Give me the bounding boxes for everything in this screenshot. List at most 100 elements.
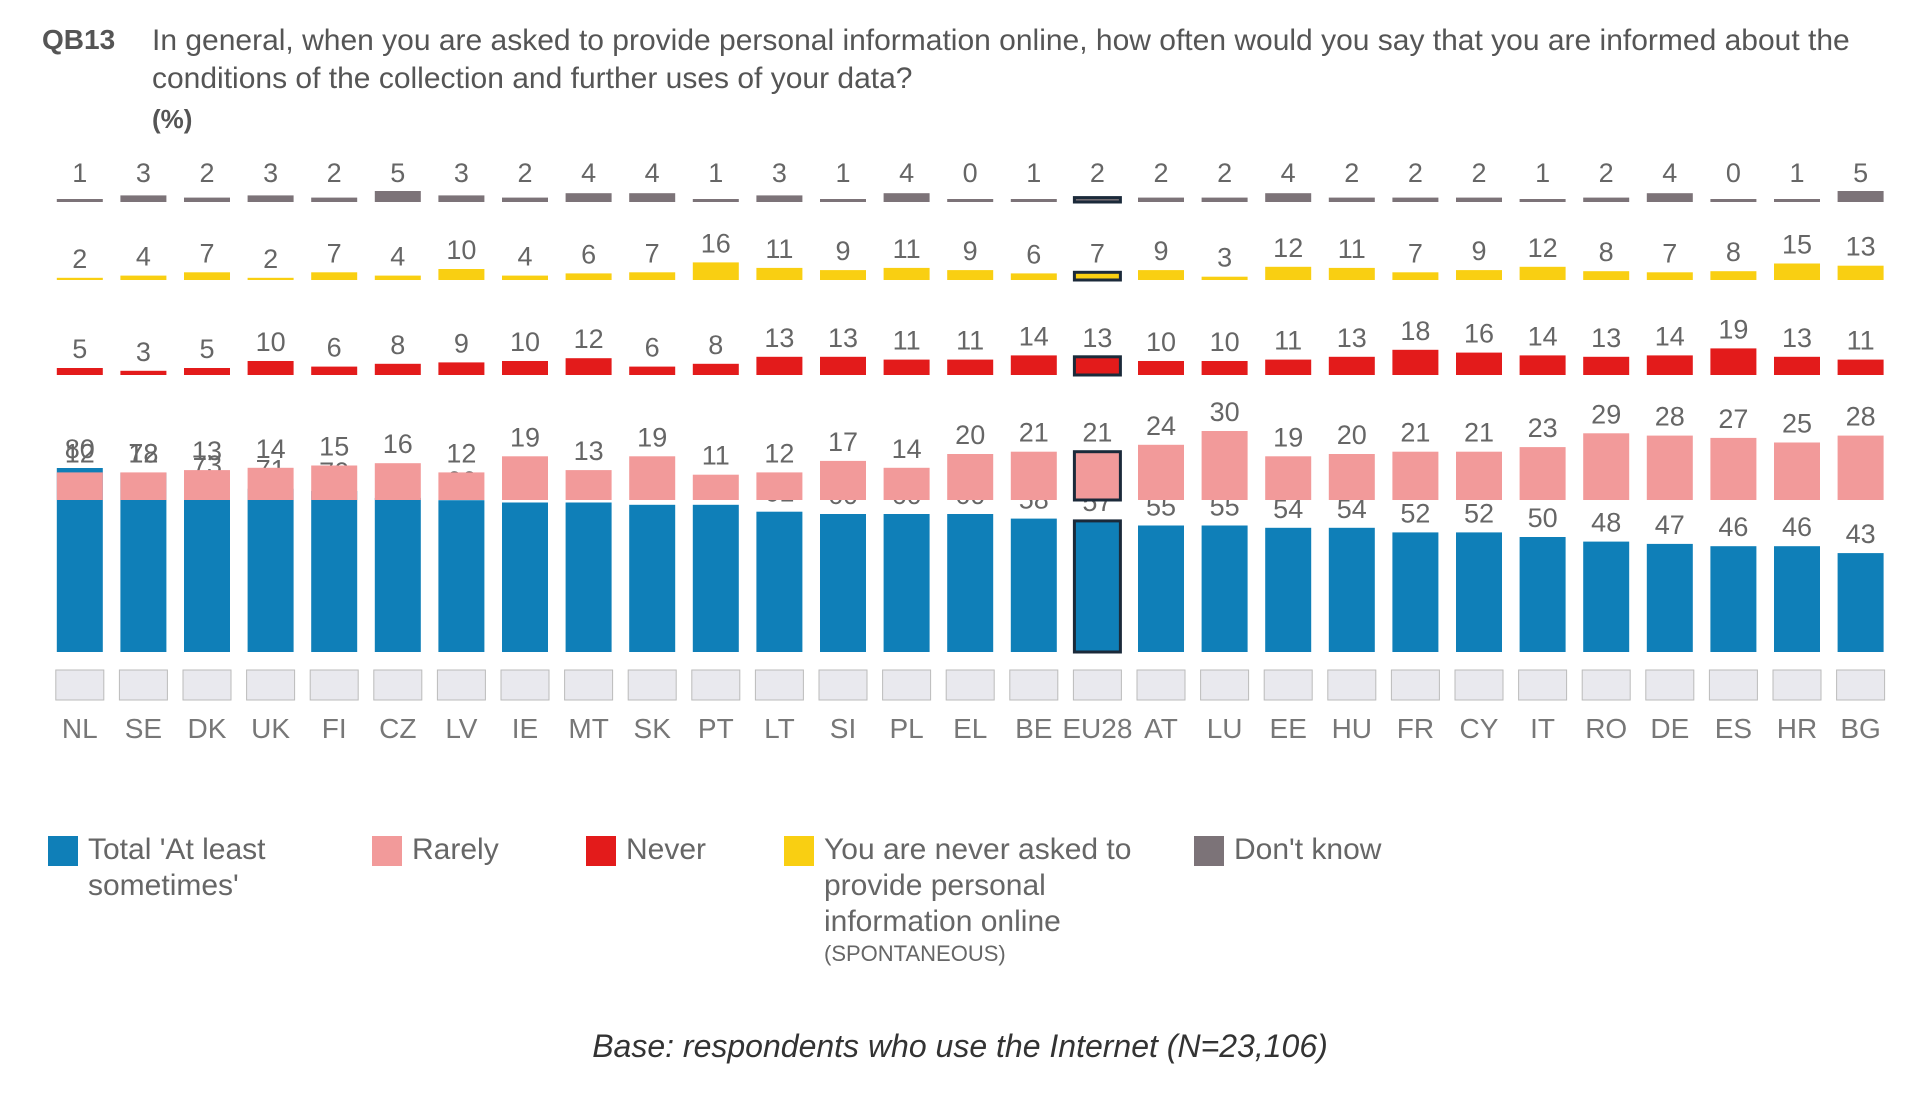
data-label-total-at-least-sometimes-hr: 46 bbox=[1782, 512, 1812, 542]
bar-total-at-least-sometimes-at bbox=[1138, 525, 1184, 652]
data-label-never-sk: 6 bbox=[645, 333, 660, 363]
tick-label-cy: CY bbox=[1460, 713, 1499, 744]
data-label-you-are-never-asked-to-provide-it: 12 bbox=[1528, 233, 1558, 263]
bar-total-at-least-sometimes-uk bbox=[247, 488, 294, 652]
bar-you-are-never-asked-to-provide-ro bbox=[1583, 271, 1630, 280]
bar-rarely-at bbox=[1138, 444, 1184, 500]
bar-rarely-sk bbox=[629, 456, 676, 500]
bar-total-at-least-sometimes-pl bbox=[883, 514, 930, 652]
bar-don-t-know-si bbox=[820, 199, 866, 202]
data-label-never-pt: 8 bbox=[708, 330, 723, 360]
flag-icon-uk bbox=[246, 669, 296, 701]
flag-icon-si bbox=[818, 669, 868, 701]
data-label-never-es: 19 bbox=[1718, 314, 1748, 344]
data-label-rarely-dk: 13 bbox=[192, 436, 222, 466]
bar-don-t-know-lt bbox=[756, 195, 803, 202]
flag-icon-pl bbox=[882, 669, 932, 701]
data-label-don-t-know-bg: 5 bbox=[1853, 158, 1868, 188]
data-label-never-nl: 5 bbox=[72, 334, 87, 364]
bar-rarely-ie bbox=[502, 456, 548, 500]
flag-icon-lu bbox=[1200, 669, 1250, 701]
data-label-never-it: 14 bbox=[1528, 321, 1558, 351]
bar-you-are-never-asked-to-provide-ee bbox=[1265, 266, 1312, 280]
tick-label-fi: FI bbox=[322, 713, 347, 744]
bar-total-at-least-sometimes-ie bbox=[502, 502, 548, 652]
bar-total-at-least-sometimes-hr bbox=[1774, 546, 1820, 652]
data-label-never-bg: 11 bbox=[1847, 326, 1875, 356]
data-label-you-are-never-asked-to-provide-be: 6 bbox=[1026, 239, 1041, 269]
flag-icon-nl bbox=[55, 669, 105, 701]
data-label-you-are-never-asked-to-provide-hu: 11 bbox=[1338, 234, 1366, 264]
data-label-don-t-know-se: 3 bbox=[136, 158, 151, 188]
data-label-you-are-never-asked-to-provide-fi: 7 bbox=[327, 238, 342, 268]
bar-you-are-never-asked-to-provide-fi bbox=[311, 272, 358, 280]
bar-total-at-least-sometimes-de bbox=[1646, 543, 1693, 652]
bar-rarely-hu bbox=[1328, 454, 1375, 500]
data-label-rarely-ie: 19 bbox=[510, 422, 540, 452]
tick-label-bg: BG bbox=[1840, 713, 1880, 744]
data-label-rarely-cy: 21 bbox=[1464, 418, 1494, 448]
flag-icon-ro bbox=[1581, 669, 1631, 701]
flag-icon-bg bbox=[1836, 669, 1886, 701]
data-label-rarely-fi: 15 bbox=[319, 432, 349, 462]
data-label-don-t-know-it: 1 bbox=[1535, 158, 1550, 188]
flag-icon-lv bbox=[436, 669, 486, 701]
bar-don-t-know-pl bbox=[883, 193, 930, 202]
bar-never-cy bbox=[1456, 352, 1502, 375]
data-label-never-ie: 10 bbox=[510, 327, 540, 357]
bar-you-are-never-asked-to-provide-cz bbox=[374, 275, 421, 280]
data-label-you-are-never-asked-to-provide-dk: 7 bbox=[199, 238, 214, 268]
bar-total-at-least-sometimes-lv bbox=[438, 500, 485, 652]
data-label-don-t-know-de: 4 bbox=[1662, 158, 1677, 188]
data-label-don-t-know-hr: 1 bbox=[1789, 158, 1804, 188]
flag-icon-ie bbox=[500, 669, 550, 701]
bar-total-at-least-sometimes-mt bbox=[565, 502, 612, 652]
data-label-you-are-never-asked-to-provide-cz: 4 bbox=[390, 242, 405, 272]
bar-total-at-least-sometimes-bg bbox=[1837, 553, 1884, 652]
data-label-you-are-never-asked-to-provide-fr: 7 bbox=[1408, 238, 1423, 268]
legend-item-dont-know: Don't know bbox=[1194, 832, 1381, 868]
bar-you-are-never-asked-to-provide-lt bbox=[756, 267, 803, 280]
bar-don-t-know-lv bbox=[438, 195, 485, 202]
bar-you-are-never-asked-to-provide-lu bbox=[1201, 276, 1248, 280]
bar-don-t-know-cz bbox=[374, 191, 421, 202]
flag-icon-cy bbox=[1454, 669, 1504, 701]
data-label-don-t-know-fi: 2 bbox=[327, 158, 342, 188]
flag-icon-fi bbox=[309, 669, 359, 701]
bar-total-at-least-sometimes-fr bbox=[1392, 532, 1439, 652]
tick-label-mt: MT bbox=[568, 713, 608, 744]
tick-label-lt: LT bbox=[764, 713, 795, 744]
data-label-you-are-never-asked-to-provide-el: 9 bbox=[963, 236, 978, 266]
flag-icon-at bbox=[1136, 669, 1186, 701]
data-label-total-at-least-sometimes-bg: 43 bbox=[1846, 519, 1876, 549]
bar-don-t-know-hr bbox=[1774, 199, 1820, 202]
data-label-you-are-never-asked-to-provide-lt: 11 bbox=[765, 234, 793, 264]
bar-don-t-know-fr bbox=[1392, 197, 1439, 202]
flag-icon-se bbox=[118, 669, 168, 701]
data-label-don-t-know-at: 2 bbox=[1153, 158, 1168, 188]
tick-label-el: EL bbox=[953, 713, 987, 744]
data-label-don-t-know-si: 1 bbox=[835, 158, 850, 188]
data-label-rarely-mt: 13 bbox=[574, 436, 604, 466]
bar-don-t-know-se bbox=[120, 195, 167, 202]
tick-label-si: SI bbox=[830, 713, 856, 744]
bar-you-are-never-asked-to-provide-at bbox=[1138, 270, 1184, 280]
bar-never-pl bbox=[883, 359, 930, 375]
legend-label: Never bbox=[626, 833, 707, 866]
bar-rarely-hr bbox=[1774, 442, 1820, 500]
flag-icon-cz bbox=[373, 669, 423, 701]
bar-don-t-know-fi bbox=[311, 197, 358, 202]
data-label-never-cz: 8 bbox=[390, 330, 405, 360]
data-label-don-t-know-ee: 4 bbox=[1281, 158, 1296, 188]
data-label-rarely-uk: 14 bbox=[256, 434, 286, 464]
data-label-total-at-least-sometimes-fr: 52 bbox=[1400, 498, 1430, 528]
bar-rarely-uk bbox=[247, 467, 294, 500]
data-label-don-t-know-el: 0 bbox=[963, 158, 978, 188]
bar-total-at-least-sometimes-be bbox=[1010, 518, 1057, 652]
bar-total-at-least-sometimes-pt bbox=[692, 504, 739, 652]
bar-you-are-never-asked-to-provide-uk bbox=[247, 277, 294, 280]
tick-label-lu: LU bbox=[1207, 713, 1243, 744]
data-label-rarely-si: 17 bbox=[828, 427, 858, 457]
data-label-you-are-never-asked-to-provide-mt: 6 bbox=[581, 239, 596, 269]
flag-icon-es bbox=[1708, 669, 1758, 701]
